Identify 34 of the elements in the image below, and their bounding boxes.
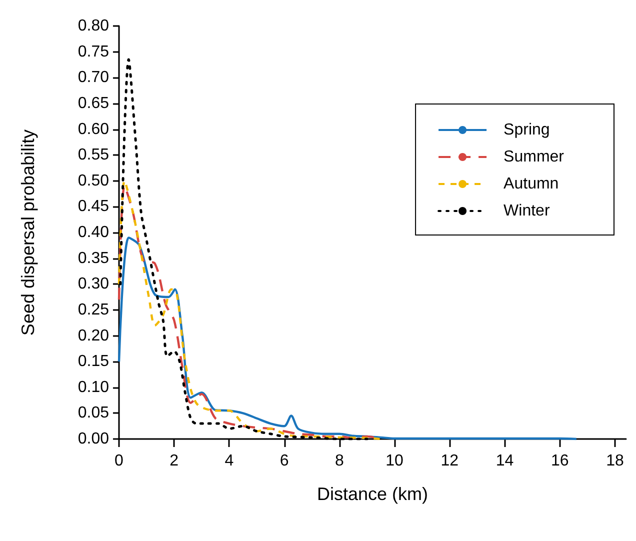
x-tick-label: 10 xyxy=(386,452,404,470)
y-tick-label: 0.10 xyxy=(78,378,110,396)
y-axis-title: Seed dispersal probability xyxy=(18,129,38,336)
y-tick-label: 0.40 xyxy=(78,224,110,241)
y-tick-label: 0.00 xyxy=(78,430,110,448)
y-tick-label: 0.25 xyxy=(78,301,110,318)
legend-label: Spring xyxy=(504,122,550,138)
legend-label: Autumn xyxy=(504,176,559,192)
x-tick-label: 4 xyxy=(224,452,234,470)
y-tick-label: 0.20 xyxy=(78,327,110,344)
x-tick-label: 12 xyxy=(440,452,459,470)
y-tick-label: 0.80 xyxy=(78,18,110,34)
x-tick-label: 16 xyxy=(550,452,569,470)
legend-label: Summer xyxy=(504,148,565,166)
y-tick-label: 0.75 xyxy=(78,43,110,60)
y-tick-label: 0.35 xyxy=(78,250,110,267)
y-tick-label: 0.55 xyxy=(78,146,110,164)
legend-label: Winter xyxy=(504,202,550,220)
y-tick-label: 0.70 xyxy=(78,69,110,86)
y-tick-label: 0.50 xyxy=(78,172,110,190)
y-tick-label: 0.60 xyxy=(78,120,110,138)
y-tick-label: 0.30 xyxy=(78,276,110,293)
x-tick-label: 2 xyxy=(170,452,179,470)
x-axis-title: Distance (km) xyxy=(316,484,428,504)
y-tick-label: 0.65 xyxy=(78,94,110,112)
x-tick-label: 14 xyxy=(496,452,514,470)
y-tick-label: 0.45 xyxy=(78,198,110,216)
x-tick-label: 8 xyxy=(334,452,344,470)
x-tick-label: 0 xyxy=(114,452,124,470)
y-tick-label: 0.05 xyxy=(78,404,110,422)
y-tick-label: 0.15 xyxy=(78,353,110,370)
line-series xyxy=(118,236,578,440)
x-tick-label: 18 xyxy=(606,452,624,470)
x-tick-label: 6 xyxy=(280,452,289,470)
